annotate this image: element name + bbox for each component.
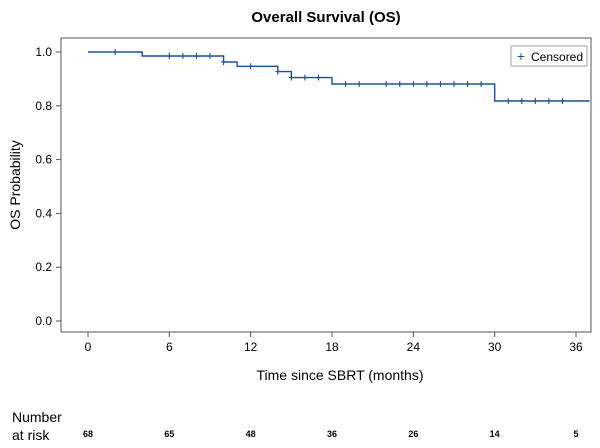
y-tick-label: 1.0 bbox=[35, 45, 52, 59]
risk-table-values: 68 65 48 36 26 14 5 bbox=[83, 429, 579, 439]
x-tick-label: 0 bbox=[85, 340, 92, 354]
risk-value: 36 bbox=[327, 429, 337, 439]
censor-mark bbox=[112, 49, 118, 55]
x-tick-label: 6 bbox=[166, 340, 173, 354]
risk-value: 26 bbox=[408, 429, 418, 439]
censor-mark bbox=[343, 81, 349, 88]
censor-mark bbox=[356, 81, 362, 88]
risk-value: 68 bbox=[83, 429, 93, 439]
censor-mark bbox=[559, 97, 565, 104]
km-curve-layer bbox=[88, 49, 590, 104]
censor-mark bbox=[546, 97, 552, 104]
y-axis: 0.0 0.2 0.4 0.6 0.8 1.0 bbox=[35, 45, 61, 328]
risk-value: 14 bbox=[490, 429, 500, 439]
x-axis-label: Time since SBRT (months) bbox=[256, 367, 423, 383]
y-tick-label: 0.2 bbox=[35, 260, 52, 274]
censor-mark bbox=[478, 81, 484, 88]
risk-value: 48 bbox=[246, 429, 256, 439]
censor-mark bbox=[424, 81, 430, 88]
x-tick-label: 30 bbox=[488, 340, 502, 354]
censor-mark bbox=[180, 53, 186, 60]
risk-value: 5 bbox=[573, 429, 578, 439]
x-tick-label: 24 bbox=[407, 340, 421, 354]
censor-mark bbox=[193, 53, 199, 60]
censor-mark bbox=[465, 81, 471, 88]
y-tick-label: 0.4 bbox=[35, 206, 52, 220]
y-axis-label: OS Probability bbox=[7, 140, 23, 229]
risk-value: 65 bbox=[164, 429, 174, 439]
censor-mark bbox=[207, 53, 213, 60]
censor-mark bbox=[505, 97, 511, 104]
legend-label-censored: Censored bbox=[531, 50, 583, 64]
chart-title: Overall Survival (OS) bbox=[251, 9, 400, 26]
y-tick-label: 0.0 bbox=[35, 314, 52, 328]
x-tick-label: 18 bbox=[325, 340, 339, 354]
censor-mark bbox=[302, 74, 308, 81]
legend: + Censored bbox=[510, 45, 588, 67]
risk-table-header-line1: Number bbox=[12, 409, 62, 425]
x-tick-label: 36 bbox=[569, 340, 583, 354]
legend-marker-censored: + bbox=[517, 48, 525, 64]
censor-mark bbox=[532, 97, 538, 104]
censor-mark bbox=[248, 63, 254, 70]
censor-mark bbox=[315, 74, 321, 81]
censor-mark bbox=[451, 81, 457, 88]
censor-mark bbox=[166, 53, 172, 60]
censor-mark bbox=[288, 74, 294, 81]
censor-mark bbox=[437, 81, 443, 88]
censor-mark bbox=[275, 68, 281, 75]
censor-mark bbox=[410, 81, 416, 88]
censor-mark bbox=[397, 81, 403, 88]
x-tick-label: 12 bbox=[244, 340, 258, 354]
legend-box bbox=[510, 45, 588, 67]
censor-mark bbox=[519, 97, 525, 104]
risk-table-header-line2: at risk bbox=[12, 427, 50, 443]
y-tick-label: 0.6 bbox=[35, 153, 52, 167]
censor-mark bbox=[221, 58, 227, 65]
y-tick-label: 0.8 bbox=[35, 99, 52, 113]
censor-mark bbox=[383, 81, 389, 88]
x-axis: 0 6 12 18 24 30 36 bbox=[85, 332, 583, 354]
plot-frame bbox=[60, 37, 592, 333]
